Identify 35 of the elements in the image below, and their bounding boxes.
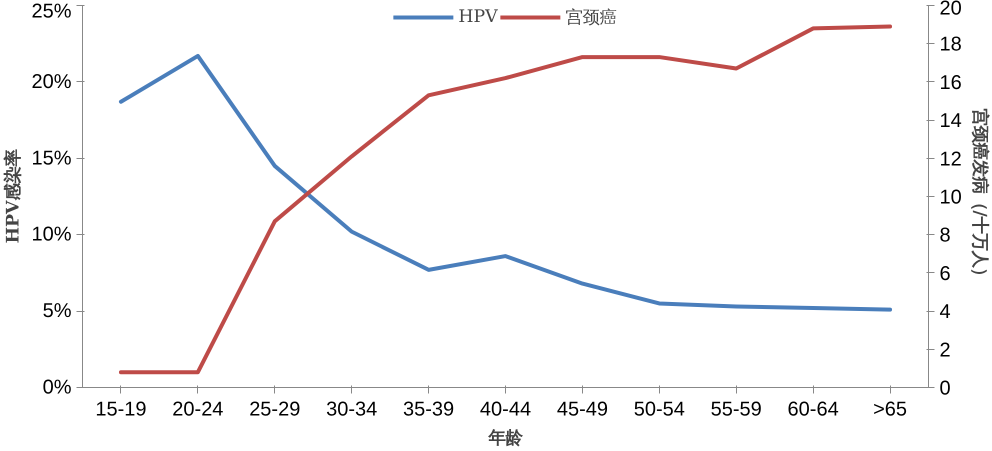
y-axis-title: HPV感染率 — [3, 150, 24, 244]
y2-tick-label: 0 — [940, 378, 951, 400]
y2-tick-label: 20 — [940, 0, 962, 20]
y2-tick-label: 6 — [940, 262, 951, 285]
line-series — [118, 24, 892, 374]
y2-tick-label: 18 — [940, 34, 962, 56]
y-tick-label: 15% — [31, 147, 72, 170]
y-tick-label: 10% — [31, 224, 72, 246]
x-tick-label: 45-49 — [556, 398, 608, 420]
x-tick-label: >65 — [873, 398, 908, 420]
legend-label: 宫颈癌 — [566, 7, 617, 29]
x-tick-label: 60-64 — [788, 398, 839, 420]
x-tick-label: 20-24 — [172, 398, 224, 420]
x-axis-title: 年龄 — [488, 428, 524, 448]
x-tick-label: 50-54 — [634, 398, 685, 420]
x-tick-label: 15-19 — [95, 398, 147, 420]
x-tick-label: 30-34 — [326, 398, 378, 420]
x-tick-label: 40-44 — [480, 398, 532, 420]
y2-tick-label: 14 — [940, 110, 962, 132]
y2-tick-label: 8 — [940, 224, 951, 247]
y2-axis-title: 宫颈癌发病（/十万人） — [970, 108, 990, 285]
y2-tick-label: 12 — [940, 148, 962, 170]
y2-tick-label: 16 — [940, 72, 962, 94]
y-tick-label: 25% — [31, 0, 72, 22]
y2-tick-label: 10 — [940, 186, 962, 208]
line-series — [118, 54, 892, 312]
y-tick-label: 0% — [42, 376, 72, 398]
y-tick-label: 20% — [31, 70, 72, 93]
x-tick-label: 25-29 — [249, 398, 300, 420]
x-tick-label: 55-59 — [710, 398, 762, 420]
y2-tick-label: 2 — [940, 339, 951, 362]
y-tick-label: 5% — [42, 300, 72, 322]
y2-tick-label: 4 — [940, 301, 951, 324]
legend-label: HPV — [458, 7, 498, 27]
x-tick-label: 35-39 — [403, 398, 454, 420]
